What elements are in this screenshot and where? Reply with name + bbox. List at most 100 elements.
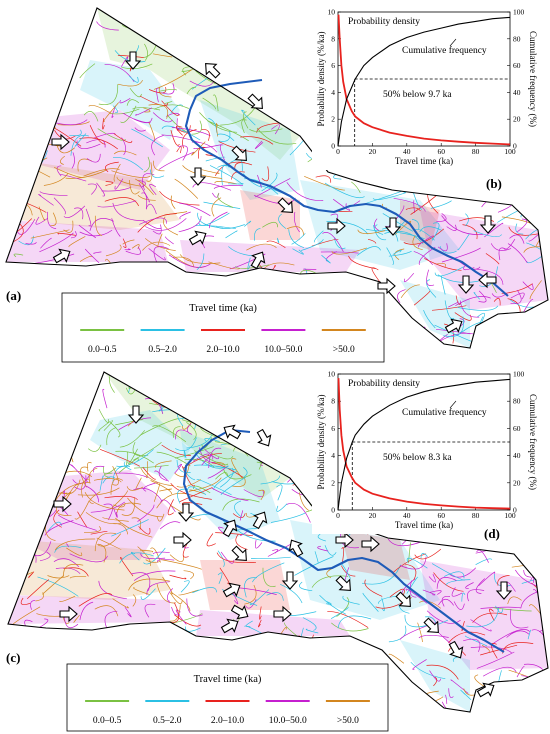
flowline (247, 257, 251, 270)
flow-arrow-19 (495, 581, 513, 600)
flowline (49, 92, 56, 111)
flowline (191, 120, 202, 135)
flowline (241, 50, 248, 55)
flowline (179, 390, 194, 396)
flowline (223, 29, 239, 35)
flowline (152, 112, 173, 123)
x-tick-label: 80 (472, 511, 480, 520)
flowline (39, 551, 51, 562)
flowline (103, 102, 119, 122)
flowline (389, 588, 405, 598)
flow-arrow-16 (444, 318, 463, 334)
flowline (263, 445, 306, 461)
flowline (476, 268, 504, 285)
flowline (122, 238, 127, 248)
flowline (467, 589, 485, 602)
flowline (429, 670, 441, 682)
flowline (431, 222, 440, 241)
flowline (220, 105, 257, 126)
flowline (136, 380, 142, 392)
y-right-axis-label: Cumulative frequency (%) (528, 31, 538, 127)
flowline (388, 169, 397, 174)
flowline (83, 168, 120, 177)
flowline (179, 211, 191, 220)
flowline (315, 175, 332, 183)
flowline (194, 450, 229, 466)
flowline (388, 625, 407, 643)
flowline (236, 53, 277, 71)
flowline (231, 477, 246, 487)
flowline (36, 264, 59, 272)
flowline (526, 563, 534, 570)
legend-label-1: 0.5–2.0 (148, 345, 177, 355)
y-right-tick-label: 40 (513, 451, 521, 460)
flowline (134, 464, 169, 469)
flowline (170, 36, 186, 52)
flow-arrow-13 (335, 575, 351, 591)
flowline (164, 394, 200, 406)
y-right-tick-label: 100 (513, 370, 525, 379)
flowline (278, 446, 288, 458)
flowline (268, 39, 274, 52)
flowline (8, 497, 12, 509)
flowline (149, 169, 165, 178)
flowline (209, 451, 234, 460)
flowline (189, 489, 206, 495)
flowline (235, 404, 243, 423)
flowline (404, 272, 415, 283)
flowline (79, 229, 113, 237)
flowline (109, 376, 115, 393)
flowline (506, 630, 530, 638)
flowline (285, 442, 300, 456)
flowline (249, 589, 270, 606)
flowline (164, 101, 173, 104)
zone-7 (200, 560, 290, 610)
flowline (112, 157, 144, 171)
flowline (28, 140, 43, 148)
flowline (144, 43, 148, 61)
y-right-tick-label: 40 (513, 88, 521, 97)
flowline (473, 292, 480, 300)
flowline (155, 460, 172, 468)
flowline (288, 229, 305, 249)
flowline (476, 696, 483, 712)
flowline (261, 166, 270, 182)
flowline (57, 514, 97, 531)
flow-arrow-16 (230, 604, 249, 620)
flowline (485, 253, 500, 265)
flowline (192, 182, 232, 191)
flowline (105, 181, 114, 186)
flowline (202, 97, 216, 110)
flowline (161, 125, 201, 141)
flowline (337, 615, 372, 629)
flowline (529, 280, 542, 300)
flowline (148, 248, 166, 261)
flowline (158, 88, 178, 92)
flowline (395, 321, 411, 330)
flowline (112, 465, 131, 484)
flowline (388, 250, 412, 257)
flowline (161, 83, 175, 95)
x-axis-label: Travel time (ka) (395, 520, 453, 530)
flowline (102, 118, 105, 130)
flowline (198, 385, 229, 400)
flowline (158, 465, 168, 481)
flowline (179, 202, 211, 217)
flowline (297, 455, 315, 459)
map-a-boundary (5, 7, 549, 349)
flowline (480, 606, 521, 609)
flowline (465, 582, 474, 589)
flowline (138, 526, 151, 535)
flowline (404, 614, 431, 628)
flowline (8, 549, 14, 561)
flowline (167, 9, 185, 17)
flowline (92, 465, 105, 473)
flowline (435, 263, 446, 268)
flowline (143, 156, 151, 173)
flowline (188, 372, 207, 381)
flowline (412, 659, 427, 670)
flowline (272, 549, 279, 554)
flowline (248, 14, 286, 29)
flowline (234, 500, 242, 518)
flowline (201, 410, 215, 426)
